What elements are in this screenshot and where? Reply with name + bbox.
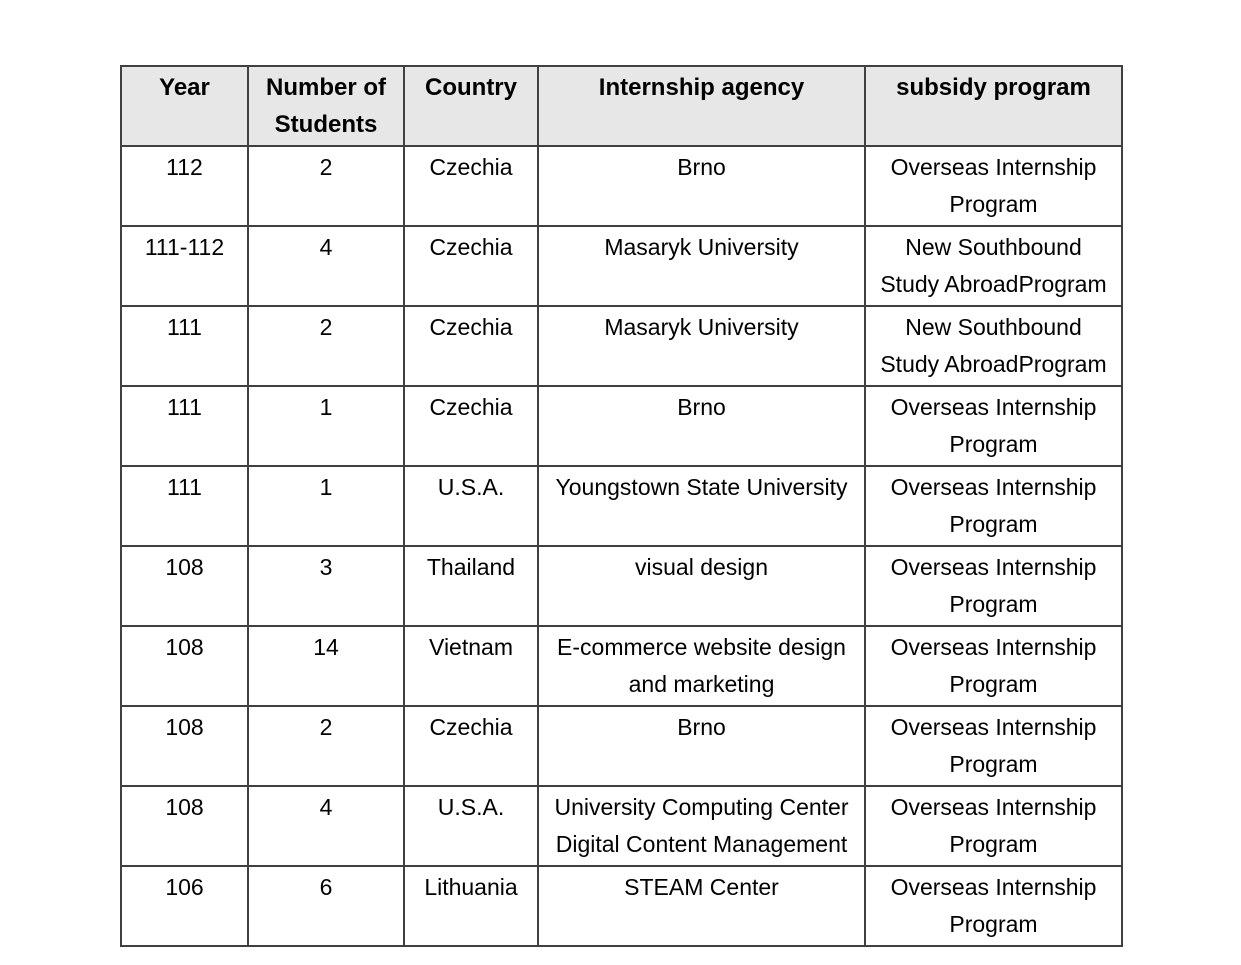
table-cell: Czechia (403, 305, 539, 387)
table-cell: 106 (120, 865, 249, 947)
column-header-internship-agency: Internship agency (537, 65, 866, 147)
table-cell: Czechia (403, 705, 539, 787)
table-cell: New Southbound Study AbroadProgram (864, 225, 1123, 307)
internship-table: Year Number of Students Country Internsh… (120, 65, 1123, 947)
table-cell: 108 (120, 785, 249, 867)
table-cell: Overseas Internship Program (864, 385, 1123, 467)
table-cell: 111-112 (120, 225, 249, 307)
table-cell: 111 (120, 465, 249, 547)
table-cell: 4 (247, 785, 405, 867)
table-cell: 111 (120, 305, 249, 387)
table-cell: visual design (537, 545, 866, 627)
table-cell: Masaryk University (537, 305, 866, 387)
table-cell: Overseas Internship Program (864, 545, 1123, 627)
table-cell: Brno (537, 145, 866, 227)
table-cell: 6 (247, 865, 405, 947)
column-header-country: Country (403, 65, 539, 147)
table-row: 108 4 U.S.A. University Computing Center Di… (120, 785, 1123, 867)
column-header-subsidy-program: subsidy program (864, 65, 1123, 147)
table-cell: Overseas Internship Program (864, 625, 1123, 707)
table-cell: 3 (247, 545, 405, 627)
table-cell: Czechia (403, 145, 539, 227)
table-cell: STEAM Center (537, 865, 866, 947)
table-row: 108 14 Vietnam E-commerce website design an… (120, 625, 1123, 707)
table-cell: Overseas Internship Program (864, 145, 1123, 227)
table-cell: Czechia (403, 385, 539, 467)
table-cell: 111 (120, 385, 249, 467)
table-cell: Overseas Internship Program (864, 705, 1123, 787)
table-row: 111 1 U.S.A. Youngstown State University Ove… (120, 465, 1123, 547)
table-cell: Thailand (403, 545, 539, 627)
table-row: 108 2 Czechia Brno Overseas Internship Progr… (120, 705, 1123, 787)
table-cell: 2 (247, 145, 405, 227)
table-cell: U.S.A. (403, 465, 539, 547)
table-cell: Overseas Internship Program (864, 785, 1123, 867)
table-cell: U.S.A. (403, 785, 539, 867)
table-cell: 14 (247, 625, 405, 707)
table-row: 106 6 Lithuania STEAM Center Overseas Intern… (120, 865, 1123, 947)
table-cell: Brno (537, 385, 866, 467)
table-cell: E-commerce website design and marketing (537, 625, 866, 707)
table-cell: 108 (120, 545, 249, 627)
table-row: 111 2 Czechia Masaryk University New Southbo… (120, 305, 1123, 387)
table-cell: 2 (247, 305, 405, 387)
table-cell: Youngstown State University (537, 465, 866, 547)
table-row: 112 2 Czechia Brno Overseas Internship Progr… (120, 145, 1123, 227)
table-cell: Brno (537, 705, 866, 787)
column-header-number-of-students: Number of Students (247, 65, 405, 147)
table-cell: 108 (120, 625, 249, 707)
table-cell: New Southbound Study AbroadProgram (864, 305, 1123, 387)
table-row: 111 1 Czechia Brno Overseas Internship Progr… (120, 385, 1123, 467)
table-cell: Overseas Internship Program (864, 465, 1123, 547)
table-cell: 1 (247, 465, 405, 547)
table-cell: University Computing Center Digital Cont… (537, 785, 866, 867)
table-row: 111-112 4 Czechia Masaryk University New Sou… (120, 225, 1123, 307)
table-cell: 108 (120, 705, 249, 787)
table-cell: Lithuania (403, 865, 539, 947)
table-header-row: Year Number of Students Country Internsh… (120, 65, 1123, 147)
table-cell: Overseas Internship Program (864, 865, 1123, 947)
table-cell: Vietnam (403, 625, 539, 707)
table-cell: 1 (247, 385, 405, 467)
table-cell: Masaryk University (537, 225, 866, 307)
table-cell: Czechia (403, 225, 539, 307)
table-cell: 4 (247, 225, 405, 307)
table-body: 112 2 Czechia Brno Overseas Internship Progr… (120, 145, 1123, 947)
table-cell: 112 (120, 145, 249, 227)
column-header-year: Year (120, 65, 249, 147)
table-row: 108 3 Thailand visual design Overseas Intern… (120, 545, 1123, 627)
table-cell: 2 (247, 705, 405, 787)
